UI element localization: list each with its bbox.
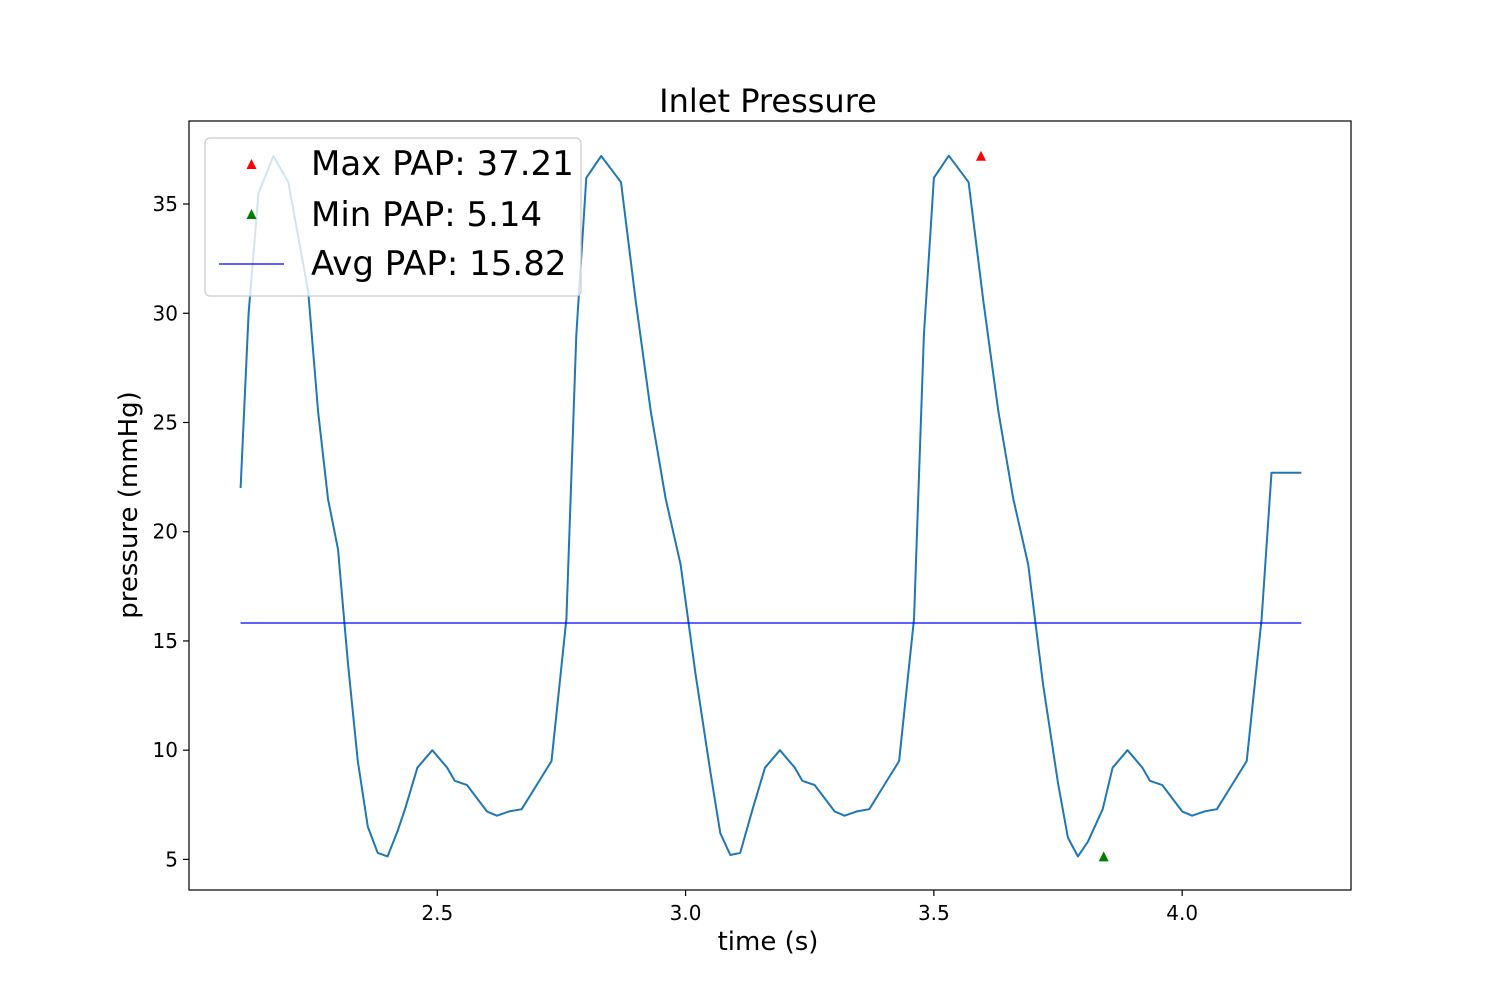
y-tick-label: 35	[153, 192, 178, 216]
y-tick-label: 25	[153, 410, 178, 434]
min-pap-marker	[1098, 851, 1109, 862]
x-tick-label: 3.0	[670, 901, 702, 925]
y-tick-label: 15	[153, 629, 178, 653]
x-axis: 2.5 3.0 3.5 4.0	[421, 890, 1198, 925]
y-tick-label: 20	[153, 520, 178, 544]
legend-box	[204, 137, 582, 297]
x-axis-label: time (s)	[718, 927, 819, 957]
plot-area	[239, 150, 1302, 862]
legend-max-label: Max PAP: 37.21	[311, 144, 574, 184]
x-tick-label: 4.0	[1166, 901, 1198, 925]
y-axis-label: pressure (mmHg)	[114, 391, 144, 619]
y-axis: 5 10 15 20 25 30 35	[153, 192, 189, 871]
legend-avg-label: Avg PAP: 15.82	[311, 244, 566, 284]
max-pap-marker	[976, 150, 986, 161]
legend-max-marker	[246, 159, 257, 169]
y-tick-label: 10	[153, 738, 178, 762]
chart-title: Inlet Pressure	[659, 82, 877, 120]
plot-frame	[188, 120, 1352, 891]
legend: Max PAP: 37.21 Min PAP: 5.14 Avg PAP: 15…	[204, 137, 582, 297]
pressure-series-line	[239, 154, 1302, 858]
y-tick-label: 5	[165, 847, 178, 871]
x-tick-label: 3.5	[918, 901, 950, 925]
y-tick-label: 30	[153, 301, 178, 325]
legend-min-marker	[246, 209, 257, 219]
legend-min-label: Min PAP: 5.14	[311, 195, 542, 235]
x-tick-label: 2.5	[421, 901, 453, 925]
